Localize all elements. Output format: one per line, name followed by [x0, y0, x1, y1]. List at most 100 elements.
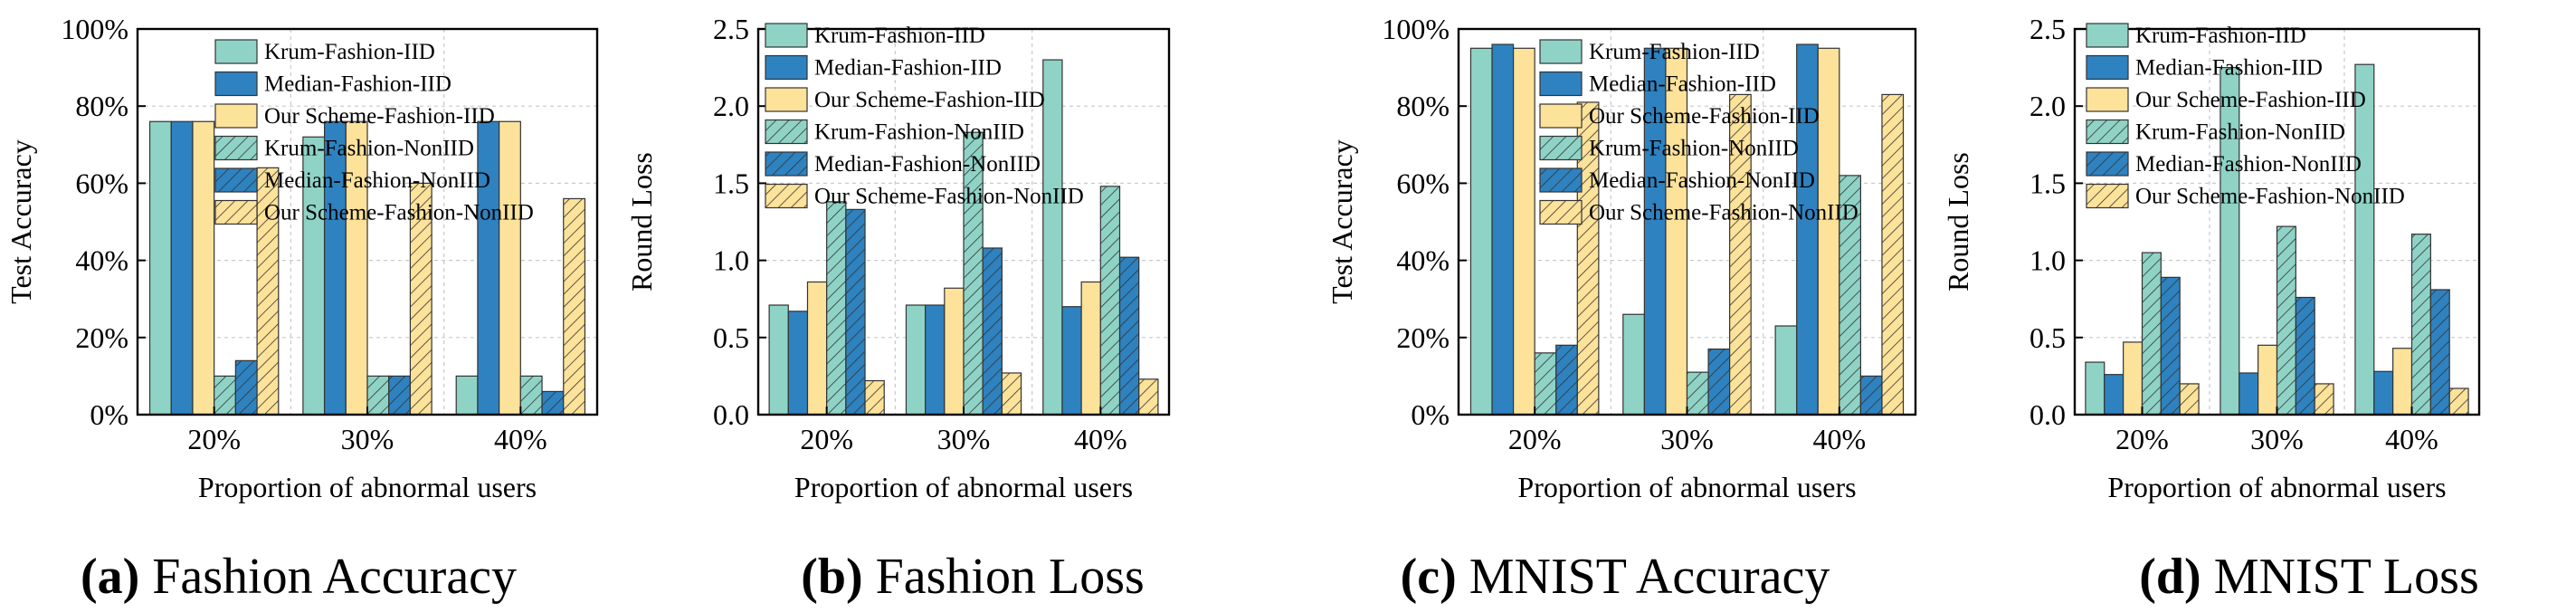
subfigure-caption: (d) MNIST Loss — [2139, 549, 2478, 605]
legend-label: Krum-Fashion-IID — [264, 40, 435, 64]
bar-hatch — [235, 360, 258, 415]
chart-4: 0.0 0.5 1.0 1.5 2.0 2.5 20% 30% 40% Proportion of… — [1942, 13, 2481, 605]
legend-item: Median-Fashion-NonIID — [214, 167, 490, 193]
x-tick-label: 40% — [1813, 423, 1867, 455]
y-tick-label: 100% — [61, 13, 128, 45]
caption-letter: (d) — [2139, 549, 2201, 605]
legend-label: Median-Fashion-NonIID — [264, 168, 490, 193]
x-tick-label: 40% — [2385, 423, 2438, 455]
bar — [1665, 47, 1688, 416]
legend-item: Our Scheme-Fashion-IID — [1539, 103, 1820, 129]
legend-label: Median-Fashion-NonIID — [2135, 152, 2362, 177]
y-tick-label: 0.5 — [713, 321, 749, 354]
bar — [905, 304, 927, 416]
y-tick-label: 80% — [1396, 90, 1450, 122]
bar — [192, 120, 215, 416]
legend-label: Our Scheme-Fashion-IID — [2135, 88, 2366, 112]
bar-hatch — [964, 132, 984, 415]
legend-swatch-hatch — [2086, 120, 2128, 144]
legend-item: Krum-Fashion-NonIID — [214, 135, 474, 161]
x-tick-label: 30% — [2250, 423, 2304, 455]
legend-item: Our Scheme-Fashion-IID — [214, 103, 495, 129]
bar-hatch — [1138, 378, 1158, 415]
bar-hatch — [1881, 94, 1904, 416]
legend-swatch-hatch — [2086, 184, 2128, 208]
legend-label: Our Scheme-Fashion-IID — [1589, 104, 1820, 129]
y-tick-label: 40% — [1396, 244, 1450, 277]
bar-hatch — [1002, 372, 1022, 415]
bar-hatch — [1687, 372, 1709, 415]
bar-hatch — [2277, 226, 2296, 415]
y-tick-label: 2.0 — [713, 90, 749, 122]
legend-swatch — [2086, 87, 2129, 112]
legend-item: Our Scheme-Fashion-IID — [765, 87, 1045, 112]
bar — [1491, 43, 1515, 416]
legend-item: Krum-Fashion-IID — [2086, 23, 2306, 48]
bar — [1643, 47, 1667, 416]
legend-swatch — [214, 39, 258, 64]
legend-item: Our Scheme-Fashion-NonIID — [2086, 183, 2405, 209]
legend-swatch — [214, 71, 258, 97]
chart-2: 0.0 0.5 1.0 1.5 2.0 2.5 20% 30% 40% Proportion of… — [625, 13, 1171, 605]
legend-item: Median-Fashion-NonIID — [765, 151, 1041, 177]
y-tick-label: 80% — [75, 90, 128, 122]
legend-swatch-hatch — [215, 168, 257, 192]
legend-item: Krum-Fashion-NonIID — [765, 119, 1024, 145]
legend-label: Krum-Fashion-NonIID — [2135, 120, 2345, 145]
y-axis-label: Test Accuracy — [1326, 139, 1358, 304]
y-tick-label: 20% — [75, 321, 128, 354]
legend-label: Krum-Fashion-NonIID — [814, 120, 1024, 145]
bar-hatch — [367, 376, 389, 415]
legend-label: Krum-Fashion-NonIID — [264, 137, 474, 161]
y-tick-label: 2.0 — [2029, 90, 2066, 122]
x-tick-label: 30% — [341, 423, 394, 455]
legend-swatch — [765, 23, 808, 48]
bar — [1796, 43, 1819, 416]
bar — [925, 304, 946, 416]
legend-label: Median-Fashion-NonIID — [814, 152, 1041, 177]
y-tick-label: 2.5 — [2029, 13, 2066, 45]
bar — [1061, 306, 1082, 416]
y-axis-label: Round Loss — [625, 152, 658, 292]
legend-swatch — [765, 87, 808, 112]
bar-hatch — [2411, 234, 2431, 415]
legend-label: Krum-Fashion-IID — [814, 24, 985, 48]
bar-hatch — [1555, 345, 1578, 415]
legend-item: Our Scheme-Fashion-NonIID — [1539, 199, 1858, 225]
legend: Krum-Fashion-IID Median-Fashion-IID Our Sc… — [2086, 23, 2405, 209]
bar — [806, 281, 828, 416]
bar-hatch — [2430, 289, 2450, 415]
bar-hatch — [1535, 352, 1556, 415]
x-tick-label: 30% — [1660, 423, 1714, 455]
legend-swatch — [765, 54, 808, 81]
y-tick-label: 100% — [1382, 13, 1450, 45]
bar — [477, 120, 500, 416]
legend-item: Median-Fashion-IID — [1539, 71, 1776, 97]
bar-hatch — [2296, 297, 2315, 415]
bar — [455, 375, 479, 416]
legend-label: Krum-Fashion-IID — [2135, 24, 2306, 48]
bar — [1622, 313, 1645, 416]
bar — [2373, 370, 2394, 416]
y-tick-label: 20% — [1396, 321, 1450, 354]
caption-letter: (b) — [801, 549, 862, 605]
bar-hatch — [214, 376, 236, 415]
x-tick-label: 40% — [1074, 423, 1127, 455]
bar-hatch — [865, 380, 885, 415]
legend: Krum-Fashion-IID Median-Fashion-IID Our Sc… — [214, 39, 534, 225]
x-tick-label: 40% — [494, 423, 547, 455]
legend-swatch-hatch — [765, 184, 807, 208]
caption-text: Fashion Accuracy — [139, 549, 517, 605]
y-axis-label: Round Loss — [1942, 152, 1974, 292]
legend-label: Krum-Fashion-IID — [1589, 40, 1760, 64]
legend-swatch — [2086, 54, 2129, 81]
bar — [2085, 361, 2105, 416]
bar-hatch — [1860, 376, 1882, 415]
legend-item: Krum-Fashion-NonIID — [2086, 119, 2345, 145]
bar-hatch — [410, 183, 433, 415]
x-tick-label: 20% — [2115, 423, 2169, 455]
legend-swatch — [1539, 71, 1583, 97]
legend-item: Our Scheme-Fashion-IID — [2086, 87, 2366, 112]
legend-item: Median-Fashion-IID — [765, 54, 1002, 81]
